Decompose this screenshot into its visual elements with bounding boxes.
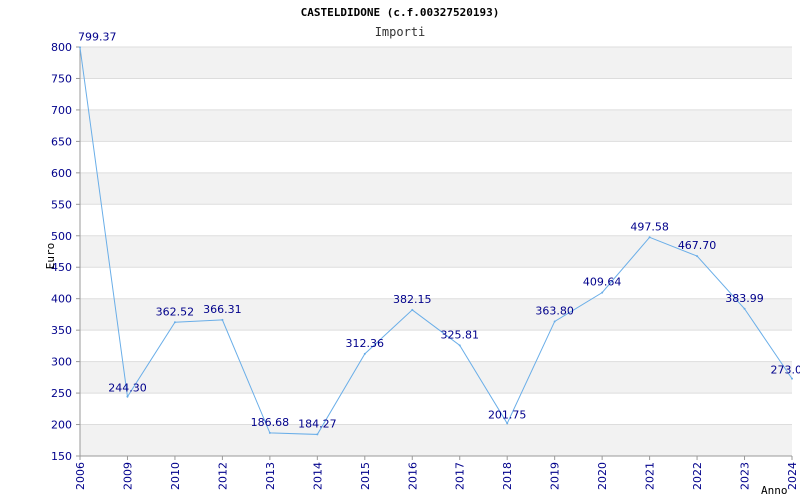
data-label: 497.58 (630, 220, 669, 233)
data-label: 799.37 (78, 30, 117, 43)
data-point (221, 318, 224, 321)
data-label: 382.15 (393, 293, 432, 306)
y-tick-label: 250 (51, 387, 72, 400)
data-point (363, 352, 366, 355)
y-tick-label: 600 (51, 167, 72, 180)
y-tick-label: 200 (51, 419, 72, 432)
x-tick-label: 2023 (739, 462, 752, 490)
x-tick-label: 2022 (691, 462, 704, 490)
x-axis-label: Anno (761, 484, 788, 497)
y-tick-label: 800 (51, 41, 72, 54)
y-axis-label: Euro (44, 243, 57, 270)
grid-band (80, 424, 792, 456)
data-label: 383.99 (725, 292, 764, 305)
x-tick-label: 2010 (169, 462, 182, 490)
data-label: 244.30 (108, 382, 147, 395)
y-tick-label: 650 (51, 135, 72, 148)
data-label: 362.52 (156, 305, 195, 318)
grid-band (80, 47, 792, 79)
x-tick-label: 2018 (501, 462, 514, 490)
x-tick-label: 2006 (74, 462, 87, 490)
x-tick-label: 2014 (311, 462, 324, 490)
y-tick-label: 500 (51, 230, 72, 243)
y-tick-label: 450 (51, 261, 72, 274)
x-tick-label: 2012 (216, 462, 229, 490)
data-label: 312.36 (346, 337, 385, 350)
data-point (316, 433, 319, 436)
series-line (79, 47, 793, 435)
data-label: 273.0 (771, 364, 800, 377)
data-point (79, 46, 81, 49)
x-tick-label: 2021 (644, 462, 657, 490)
x-tick-label: 2024 (786, 462, 799, 490)
x-tick-label: 2013 (264, 462, 277, 490)
y-tick-label: 750 (51, 72, 72, 85)
data-label: 366.31 (203, 303, 242, 316)
data-point (506, 422, 509, 425)
grid-band (80, 298, 792, 331)
data-label: 325.81 (440, 328, 479, 341)
y-tick-label: 300 (51, 356, 72, 369)
x-tick-label: 2015 (359, 462, 372, 490)
y-tick-label: 150 (51, 450, 72, 463)
data-point (173, 321, 176, 324)
y-tick-label: 700 (51, 104, 72, 117)
data-point (743, 307, 746, 310)
grid-band (80, 361, 792, 394)
y-tick-label: 400 (51, 293, 72, 306)
data-point (126, 395, 129, 398)
data-label: 363.80 (535, 304, 574, 317)
data-point (458, 344, 461, 347)
data-label: 467.70 (678, 239, 717, 252)
data-point (411, 308, 414, 311)
x-tick-label: 2016 (406, 462, 419, 490)
x-tick-label: 2009 (121, 462, 134, 490)
data-label: 201.75 (488, 408, 527, 421)
data-label: 409.64 (583, 276, 622, 289)
data-point (791, 377, 793, 380)
data-point (553, 320, 556, 323)
chart-subtitle: Importi (374, 25, 426, 39)
data-point (268, 431, 271, 434)
y-tick-label: 350 (51, 324, 72, 337)
chart-title: CASTELDIDONE (c.f.00327520193) (300, 6, 500, 19)
grid-band (80, 172, 792, 205)
x-tick-label: 2020 (596, 462, 609, 490)
data-point (601, 291, 604, 294)
grid-band (80, 235, 792, 268)
data-point (696, 255, 699, 258)
grid-band (80, 109, 792, 142)
x-tick-label: 2017 (454, 462, 467, 490)
y-tick-label: 550 (51, 198, 72, 211)
data-point (648, 236, 651, 239)
data-label: 184.27 (298, 417, 337, 430)
x-tick-label: 2019 (549, 462, 562, 490)
data-label: 186.68 (251, 416, 290, 429)
